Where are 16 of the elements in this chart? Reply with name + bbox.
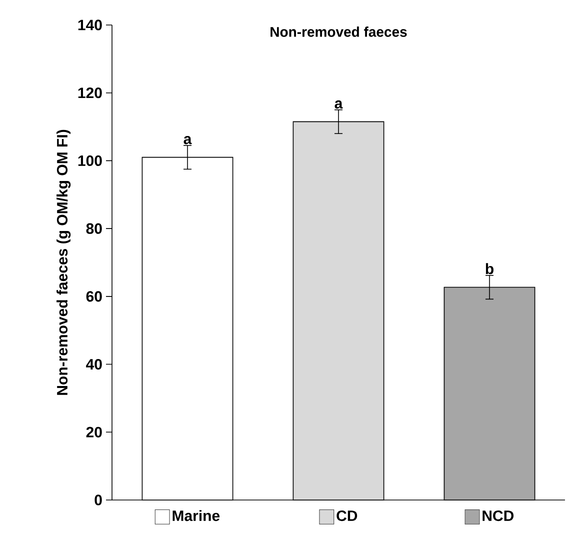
y-tick-label: 0 — [94, 494, 102, 506]
y-axis-title: Non-removed faeces (g OM/kg OM FI) — [56, 130, 71, 395]
y-tick-label: 40 — [86, 358, 102, 370]
annotation: b — [486, 263, 494, 274]
x-tick-label: CD — [336, 510, 358, 522]
y-tick-label: 60 — [86, 291, 102, 302]
y-tick-label: 20 — [86, 426, 102, 438]
y-tick-label: 140 — [78, 20, 102, 30]
x-tick-label: NCD — [482, 510, 514, 522]
annotation: a — [334, 100, 343, 109]
annotation: a — [184, 136, 192, 144]
chart-title: Non-removed faeces — [270, 26, 407, 37]
y-tick-label: 120 — [78, 88, 102, 98]
y-tick-label: 80 — [86, 223, 102, 234]
x-tick-label: Marine — [172, 510, 220, 522]
y-tick-label: 100 — [78, 155, 102, 166]
